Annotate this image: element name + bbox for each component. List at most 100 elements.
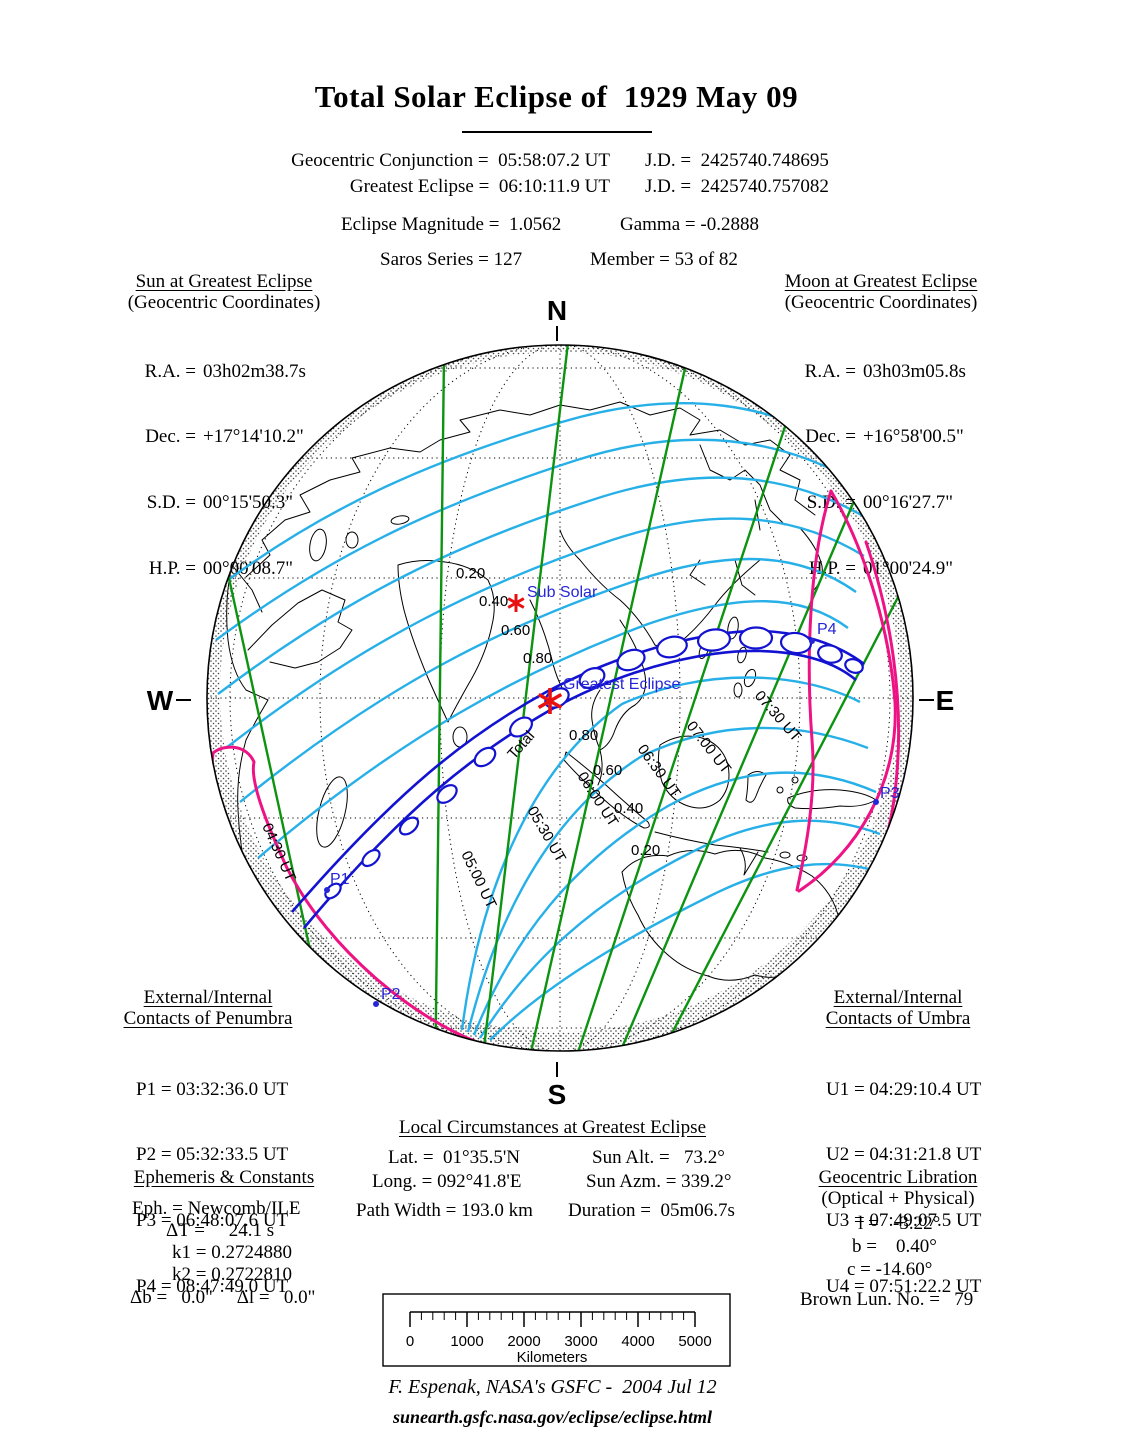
p1-label: P1: [330, 871, 350, 888]
credit-line: F. Espenak, NASA's GSFC - 2004 Jul 12: [388, 1376, 717, 1398]
p1-dot: [324, 887, 330, 893]
penumbra-limit-curve: [211, 745, 479, 1044]
time-contour-line: [207, 345, 346, 1051]
globe-limb: [206, 344, 914, 1052]
penumbra-title-1: External/Internal: [143, 987, 273, 1008]
magnitude-contour-line: [472, 771, 877, 1036]
sun-row: R.A. = 03h02m38.7s: [144, 360, 306, 382]
coastline-island: [776, 786, 784, 794]
eclipse-magnitude: Eclipse Magnitude = 1.0562: [341, 214, 562, 235]
umbra-outline: [696, 628, 732, 652]
penumbra-limit-curve: [797, 489, 897, 893]
sun-block-subtitle: (Geocentric Coordinates): [127, 292, 321, 313]
magnitude-contour-line: [257, 600, 849, 859]
moon-row: Dec. = +16°58'00.5": [805, 426, 964, 448]
magnitude-label-lower: 0.20: [631, 842, 660, 859]
sub-solar-marker: [507, 594, 525, 612]
p2-dot: [373, 1001, 379, 1007]
umbra-rows: U1 = 04:29:10.4 UT U2 = 04:31:21.8 UT U3…: [826, 1038, 981, 1342]
moon-block-subtitle: (Geocentric Coordinates): [784, 292, 978, 313]
ut-label: 05:30 UT: [524, 804, 570, 866]
coastline-island: [751, 1001, 769, 1015]
greatest-eclipse-marker: [537, 688, 563, 714]
coastline-path: [397, 560, 495, 723]
penumbra-row: P2 = 05:32:33.5 UT: [136, 1144, 289, 1166]
coastline-island: [791, 776, 799, 784]
scale-bar-numbers: 0 1000 2000 3000 4000 5000 Kilometers: [406, 1333, 712, 1366]
graticule: [207, 345, 913, 1051]
page-title: Total Solar Eclipse of 1929 May 09: [314, 79, 799, 114]
scale-tick-label: 5000: [678, 1333, 711, 1350]
conjunction-jd: J.D. = 2425740.748695: [645, 150, 829, 171]
umbra-outline: [361, 848, 381, 868]
compass-south: S: [548, 1079, 567, 1110]
umbra-outline: [508, 716, 534, 738]
p3-label: P3: [880, 785, 900, 802]
coastline-path: [699, 444, 786, 531]
penumbra-row: P3 = 06:48:07.6 UT: [136, 1210, 289, 1232]
scale-tick-label: 1000: [450, 1333, 483, 1350]
compass-east: E: [936, 685, 955, 716]
magnitude-contour-line: [478, 819, 881, 1039]
coastline-path: [247, 589, 353, 669]
ut-label: 07:00 UT: [683, 718, 734, 777]
moon-row: S.D. = 00°16'27.7": [806, 492, 954, 514]
libration-subtitle: (Optical + Physical): [821, 1188, 975, 1209]
sun-block-title: Sun at Greatest Eclipse: [135, 271, 313, 292]
magnitude-contour-line: [466, 726, 869, 1033]
coastline-path: [745, 771, 767, 803]
umbra-row: U4 = 07:51:22.2 UT: [826, 1275, 982, 1297]
umbra-outline: [436, 784, 458, 804]
total-path-label: Total: [504, 728, 538, 763]
magnitude-label-lower: 0.60: [593, 762, 622, 779]
time-contour-line: [516, 345, 706, 1051]
coastline-island: [733, 682, 743, 698]
umbra-outline: [473, 746, 497, 768]
libration-title: Geocentric Libration: [818, 1167, 978, 1188]
greatest-eclipse-time: Greatest Eclipse = 06:10:11.9 UT: [349, 176, 610, 197]
magnitude-label-lower: 0.40: [614, 800, 643, 817]
local-lat: Lat. = 01°35.5'N: [388, 1147, 521, 1168]
coastline-path: [657, 735, 730, 809]
magnitude-label-upper: 0.40: [479, 593, 508, 610]
local-title: Local Circumstances at Greatest Eclipse: [398, 1117, 707, 1138]
saros-member: Member = 53 of 82: [590, 249, 738, 270]
libration-b: b = 0.40°: [852, 1236, 937, 1257]
time-contour-line: [476, 345, 580, 1051]
title-rule: [462, 131, 652, 133]
magnitude-label-lower: 0.80: [569, 727, 598, 744]
umbra-row: U2 = 04:31:21.8 UT: [826, 1144, 982, 1166]
greatest-eclipse-label: Greatest Eclipse: [563, 676, 680, 693]
scale-bar: 0 1000 2000 3000 4000 5000 Kilometers: [382, 1293, 731, 1367]
penumbra-row: P4 = 08:47:49.0 UT: [136, 1275, 289, 1297]
umbra-path-south-limit: [303, 649, 857, 929]
coastline-path: [787, 789, 877, 810]
coastline-island: [743, 668, 757, 688]
url-line: sunearth.gsfc.nasa.gov/eclipse/eclipse.h…: [393, 1407, 712, 1427]
magnitude-contour-line: [239, 557, 857, 803]
p4-dot: [809, 638, 815, 644]
blue-map-labels: Sub Solar Greatest Eclipse P1 P2 P3 P4: [330, 584, 900, 1003]
umbra-title-1: External/Internal: [833, 987, 963, 1008]
umbra-outline: [324, 882, 342, 900]
coastline-lake: [390, 515, 410, 525]
umbra-outline: [398, 816, 420, 836]
coastline-lake: [309, 528, 327, 562]
coastline-path: [563, 751, 650, 829]
magnitude-label-upper: 0.80: [523, 650, 552, 667]
time-contour-line: [433, 345, 447, 1051]
umbra-outline: [738, 626, 774, 650]
brown-lunation: Brown Lun. No. = 79: [800, 1289, 974, 1310]
local-duration: Duration = 05m06.7s: [568, 1200, 735, 1221]
magnitude-label-upper: 0.20: [456, 565, 485, 582]
penumbra-row: P1 = 03:32:36.0 UT: [136, 1078, 289, 1100]
coastline-island: [316, 776, 348, 848]
umbra-outline: [616, 648, 646, 672]
ephemeris-title: Ephemeris & Constants: [133, 1167, 315, 1188]
umbra-outline: [817, 644, 843, 664]
umbra-row: U3 = 07:49:07.5 UT: [826, 1210, 982, 1232]
scale-unit-label: Kilometers: [517, 1349, 588, 1366]
scale-tick-label: 2000: [507, 1333, 540, 1350]
